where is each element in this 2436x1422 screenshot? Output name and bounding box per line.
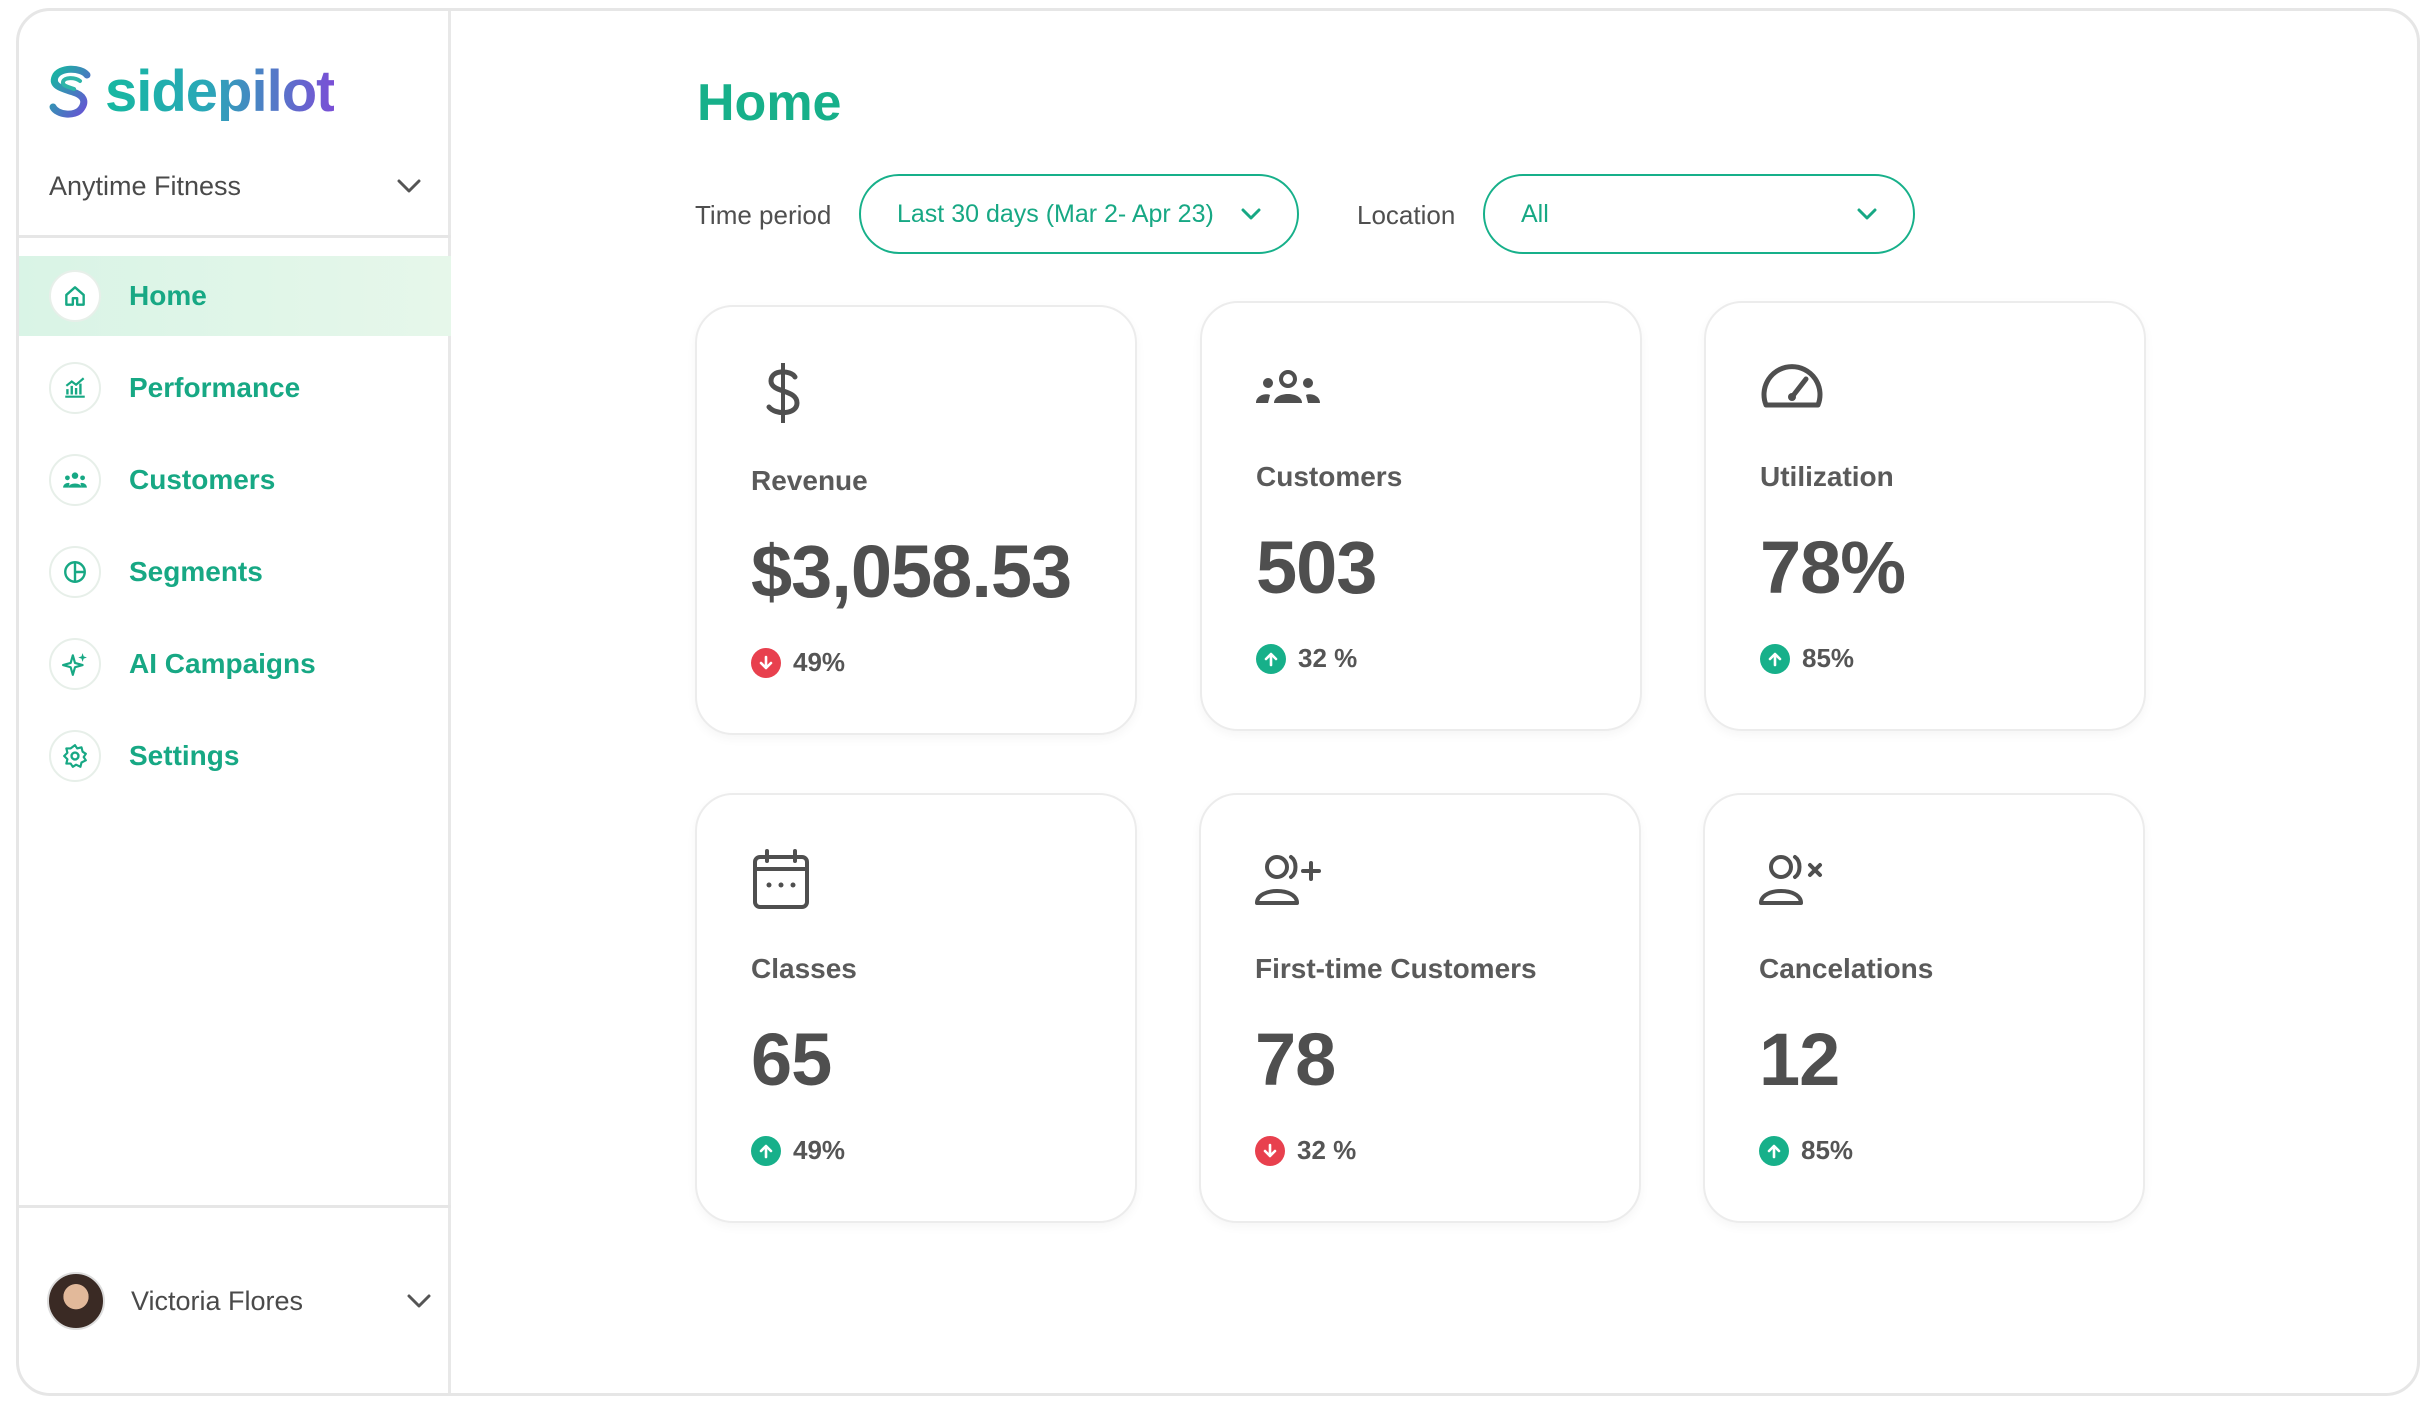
kpi-delta-value: 32 % (1298, 643, 1358, 673)
kpi-delta-value: 49% (793, 647, 846, 677)
kpi-card-first-time-customers[interactable]: First-time Customers 78 32 % (1199, 793, 1641, 1223)
user-plus-icon (1255, 855, 1321, 905)
kpi-card-classes[interactable]: Classes 65 49% (695, 793, 1137, 1223)
kpi-delta-value: 32 % (1297, 1135, 1357, 1165)
sidebar-item-label: Home (129, 280, 207, 311)
kpi-value: 503 (1256, 526, 1377, 609)
dollar-icon (766, 363, 800, 423)
kpi-value: $3,058.53 (751, 530, 1072, 613)
kpi-delta: 32 % (1255, 1135, 1356, 1166)
avatar (47, 1272, 105, 1330)
chevron-down-icon (397, 179, 421, 193)
sidebar: sidepilot Anytime Fitness Home Performan… (19, 11, 451, 1393)
sidebar-item-home[interactable]: Home (19, 256, 451, 336)
chevron-down-icon (407, 1294, 431, 1308)
sidebar-item-ai-campaigns[interactable]: AI Campaigns (19, 624, 451, 704)
kpi-label: Revenue (751, 465, 868, 496)
kpi-value: 65 (751, 1018, 832, 1101)
segments-icon (49, 546, 101, 598)
chevron-down-icon (1857, 208, 1877, 220)
sidebar-item-label: Segments (129, 556, 263, 587)
kpi-delta: 85% (1759, 1135, 1853, 1166)
sidebar-item-customers[interactable]: Customers (19, 440, 451, 520)
kpi-card-cancelations[interactable]: Cancelations 12 85% (1703, 793, 2145, 1223)
kpi-delta-value: 85% (1802, 643, 1855, 673)
time-period-select[interactable]: Last 30 days (Mar 2- Apr 23) (859, 174, 1299, 254)
location-label: Location (1357, 200, 1456, 230)
sidepilot-logo-icon (49, 65, 91, 118)
user-name: Victoria Flores (131, 1285, 304, 1316)
kpi-card-utilization[interactable]: Utilization 78% 85% (1704, 301, 2146, 731)
arrow-down-icon (1255, 1135, 1285, 1166)
kpi-label: First-time Customers (1255, 953, 1537, 984)
user-x-icon (1759, 855, 1822, 905)
arrow-down-icon (751, 647, 781, 678)
arrow-up-icon (1256, 643, 1286, 674)
kpi-card-revenue[interactable]: Revenue $3,058.53 49% (695, 305, 1137, 735)
arrow-up-icon (1760, 643, 1790, 674)
kpi-label: Cancelations (1759, 953, 1934, 984)
time-period-value: Last 30 days (Mar 2- Apr 23) (897, 199, 1214, 228)
location-select[interactable]: All (1483, 174, 1915, 254)
kpi-label: Customers (1256, 461, 1403, 492)
sparkle-icon (49, 638, 101, 690)
kpi-value: 12 (1759, 1018, 1840, 1101)
home-icon (49, 270, 101, 322)
kpi-delta: 32 % (1256, 643, 1357, 674)
sidebar-item-label: AI Campaigns (129, 648, 316, 679)
kpi-value: 78% (1760, 526, 1906, 609)
app-window: sidepilot Anytime Fitness Home Performan… (16, 8, 2420, 1396)
sidebar-nav: Home Performance Customers Segments (19, 256, 451, 808)
gear-icon (49, 730, 101, 782)
performance-chart-icon (49, 362, 101, 414)
arrow-up-icon (1759, 1135, 1789, 1166)
kpi-value: 78 (1255, 1018, 1336, 1101)
sidebar-item-performance[interactable]: Performance (19, 348, 451, 428)
calendar-icon (753, 849, 809, 909)
customers-icon (49, 454, 101, 506)
sidebar-item-label: Customers (129, 464, 276, 495)
sidebar-item-settings[interactable]: Settings (19, 716, 451, 796)
arrow-up-icon (751, 1135, 781, 1166)
sidebar-item-label: Performance (129, 372, 301, 403)
kpi-label: Classes (751, 953, 857, 984)
page-title: Home (697, 74, 842, 132)
sidebar-item-segments[interactable]: Segments (19, 532, 451, 612)
customers-icon (1256, 370, 1320, 403)
kpi-delta: 85% (1760, 643, 1854, 674)
organization-select[interactable]: Anytime Fitness (49, 156, 447, 216)
kpi-delta: 49% (751, 647, 845, 678)
gauge-icon (1761, 364, 1823, 408)
kpi-delta-value: 49% (793, 1135, 846, 1165)
kpi-label: Utilization (1760, 461, 1894, 492)
brand-logo[interactable]: sidepilot (47, 59, 335, 124)
user-menu[interactable]: Victoria Flores (47, 1266, 445, 1336)
kpi-delta: 49% (751, 1135, 845, 1166)
brand-name: sidepilot (105, 59, 335, 124)
sidebar-divider (19, 235, 451, 238)
chevron-down-icon (1241, 208, 1261, 220)
location-value: All (1521, 199, 1549, 228)
kpi-delta-value: 85% (1801, 1135, 1854, 1165)
kpi-card-customers[interactable]: Customers 503 32 % (1200, 301, 1642, 731)
sidebar-divider (19, 1205, 451, 1208)
time-period-label: Time period (695, 200, 832, 230)
organization-name: Anytime Fitness (49, 170, 242, 201)
sidebar-item-label: Settings (129, 740, 240, 771)
